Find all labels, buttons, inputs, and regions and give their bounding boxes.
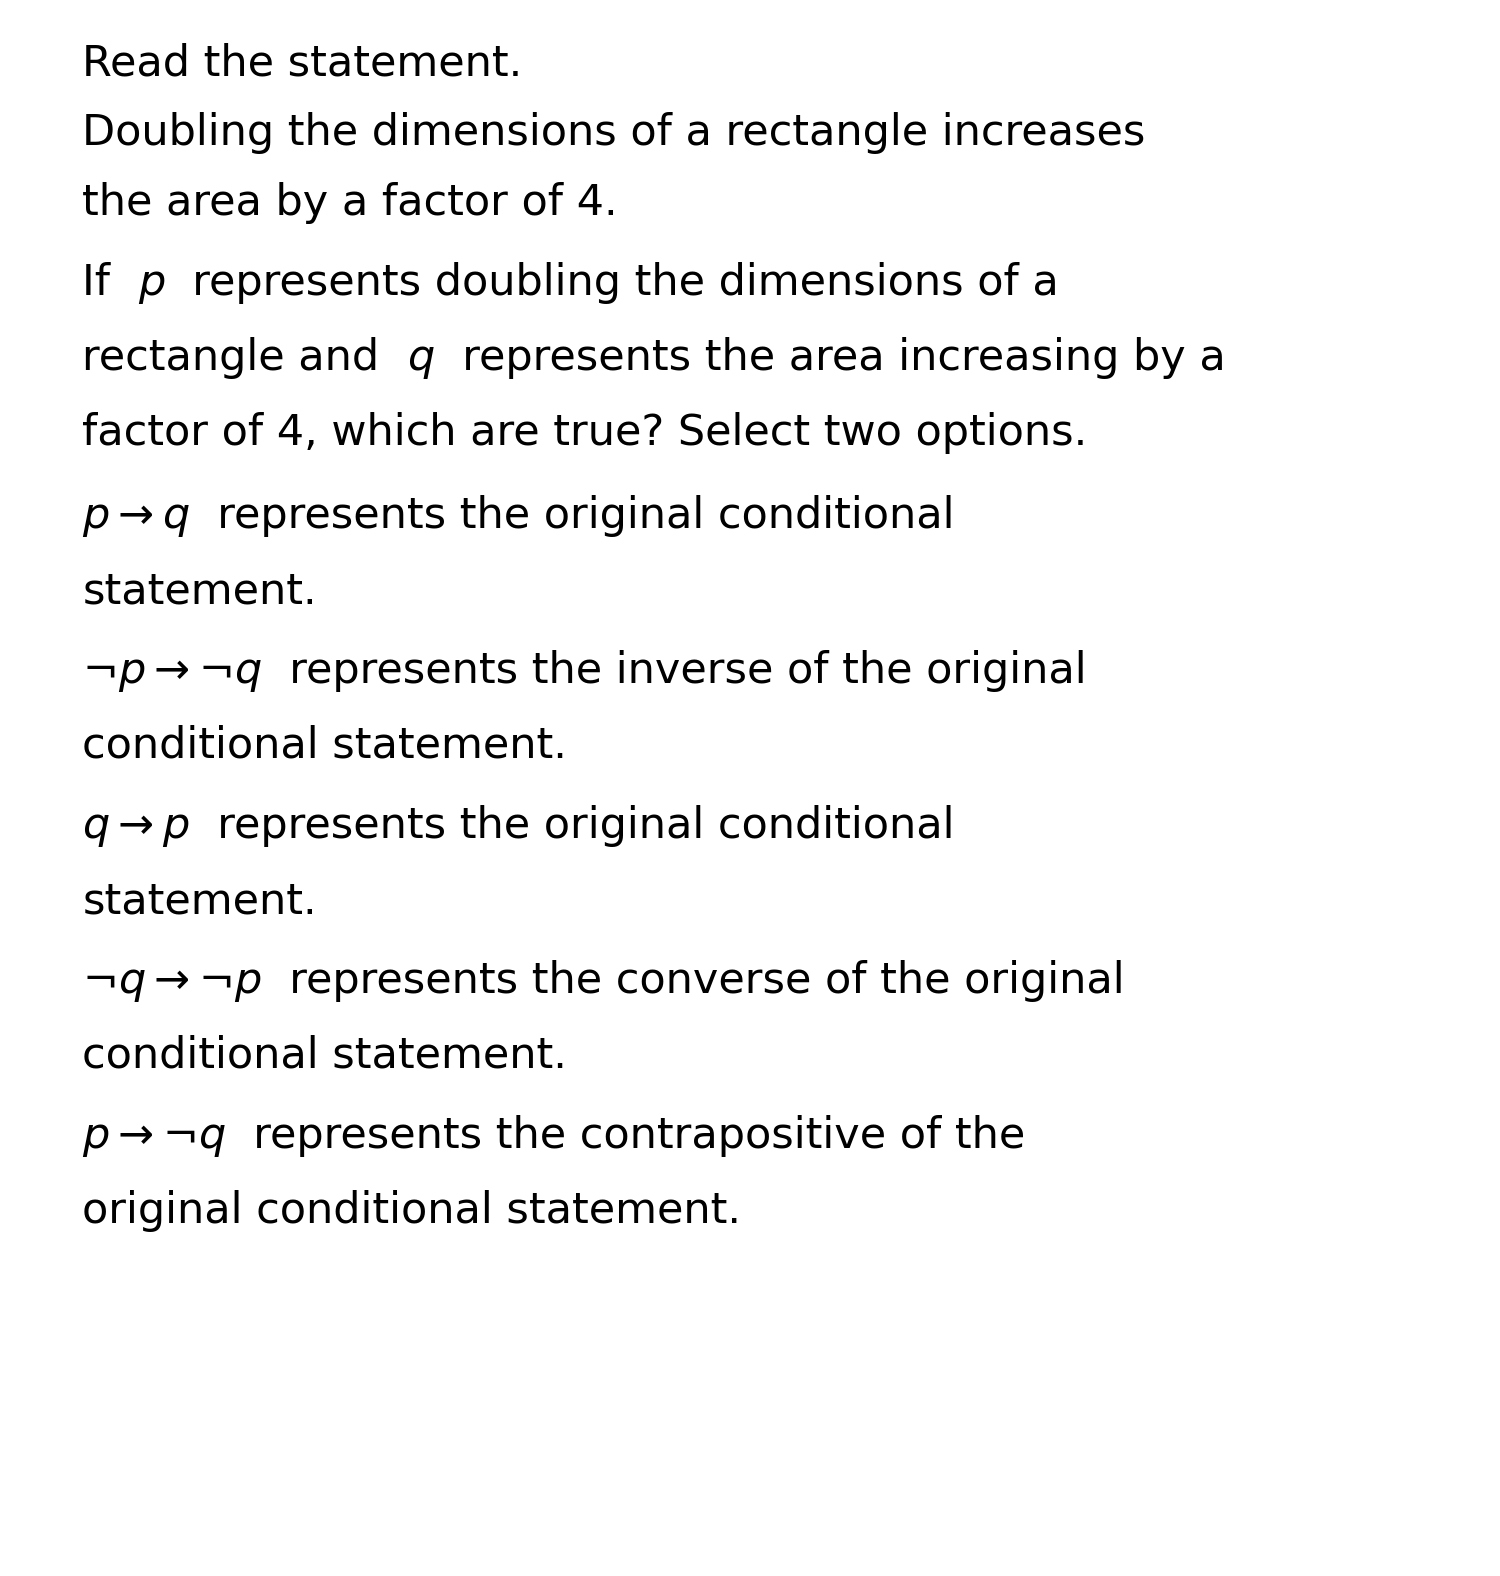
Text: represents the converse of the original: represents the converse of the original <box>262 960 1125 1002</box>
Text: represents the original conditional: represents the original conditional <box>190 805 954 846</box>
Text: statement.: statement. <box>82 571 316 611</box>
Text: $q$: $q$ <box>406 339 435 381</box>
Text: Read the statement.: Read the statement. <box>82 43 522 84</box>
Text: conditional statement.: conditional statement. <box>82 725 567 768</box>
Text: represents doubling the dimensions of a: represents doubling the dimensions of a <box>165 262 1059 304</box>
Text: $\neg p \rightarrow \neg q$: $\neg p \rightarrow \neg q$ <box>82 652 262 693</box>
Text: the area by a factor of 4.: the area by a factor of 4. <box>82 181 618 224</box>
Text: represents the contrapositive of the: represents the contrapositive of the <box>226 1114 1026 1157</box>
Text: represents the inverse of the original: represents the inverse of the original <box>262 649 1088 692</box>
Text: $p \rightarrow q$: $p \rightarrow q$ <box>82 496 190 539</box>
Text: rectangle and: rectangle and <box>82 337 407 378</box>
Text: conditional statement.: conditional statement. <box>82 1035 567 1076</box>
Text: factor of 4, which are true? Select two options.: factor of 4, which are true? Select two … <box>82 411 1088 454</box>
Text: $\neg q \rightarrow \neg p$: $\neg q \rightarrow \neg p$ <box>82 961 262 1004</box>
Text: If: If <box>82 262 138 304</box>
Text: statement.: statement. <box>82 879 316 922</box>
Text: Doubling the dimensions of a rectangle increases: Doubling the dimensions of a rectangle i… <box>82 112 1146 154</box>
Text: represents the original conditional: represents the original conditional <box>190 495 956 537</box>
Text: $p \rightarrow \neg q$: $p \rightarrow \neg q$ <box>82 1117 226 1158</box>
Text: represents the area increasing by a: represents the area increasing by a <box>435 337 1225 378</box>
Text: $p$: $p$ <box>138 265 165 306</box>
Text: $q \rightarrow p$: $q \rightarrow p$ <box>82 807 190 849</box>
Text: original conditional statement.: original conditional statement. <box>82 1190 741 1232</box>
